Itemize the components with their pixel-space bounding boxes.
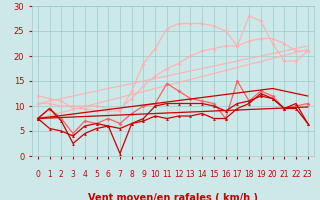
X-axis label: Vent moyen/en rafales ( km/h ): Vent moyen/en rafales ( km/h ): [88, 193, 258, 200]
